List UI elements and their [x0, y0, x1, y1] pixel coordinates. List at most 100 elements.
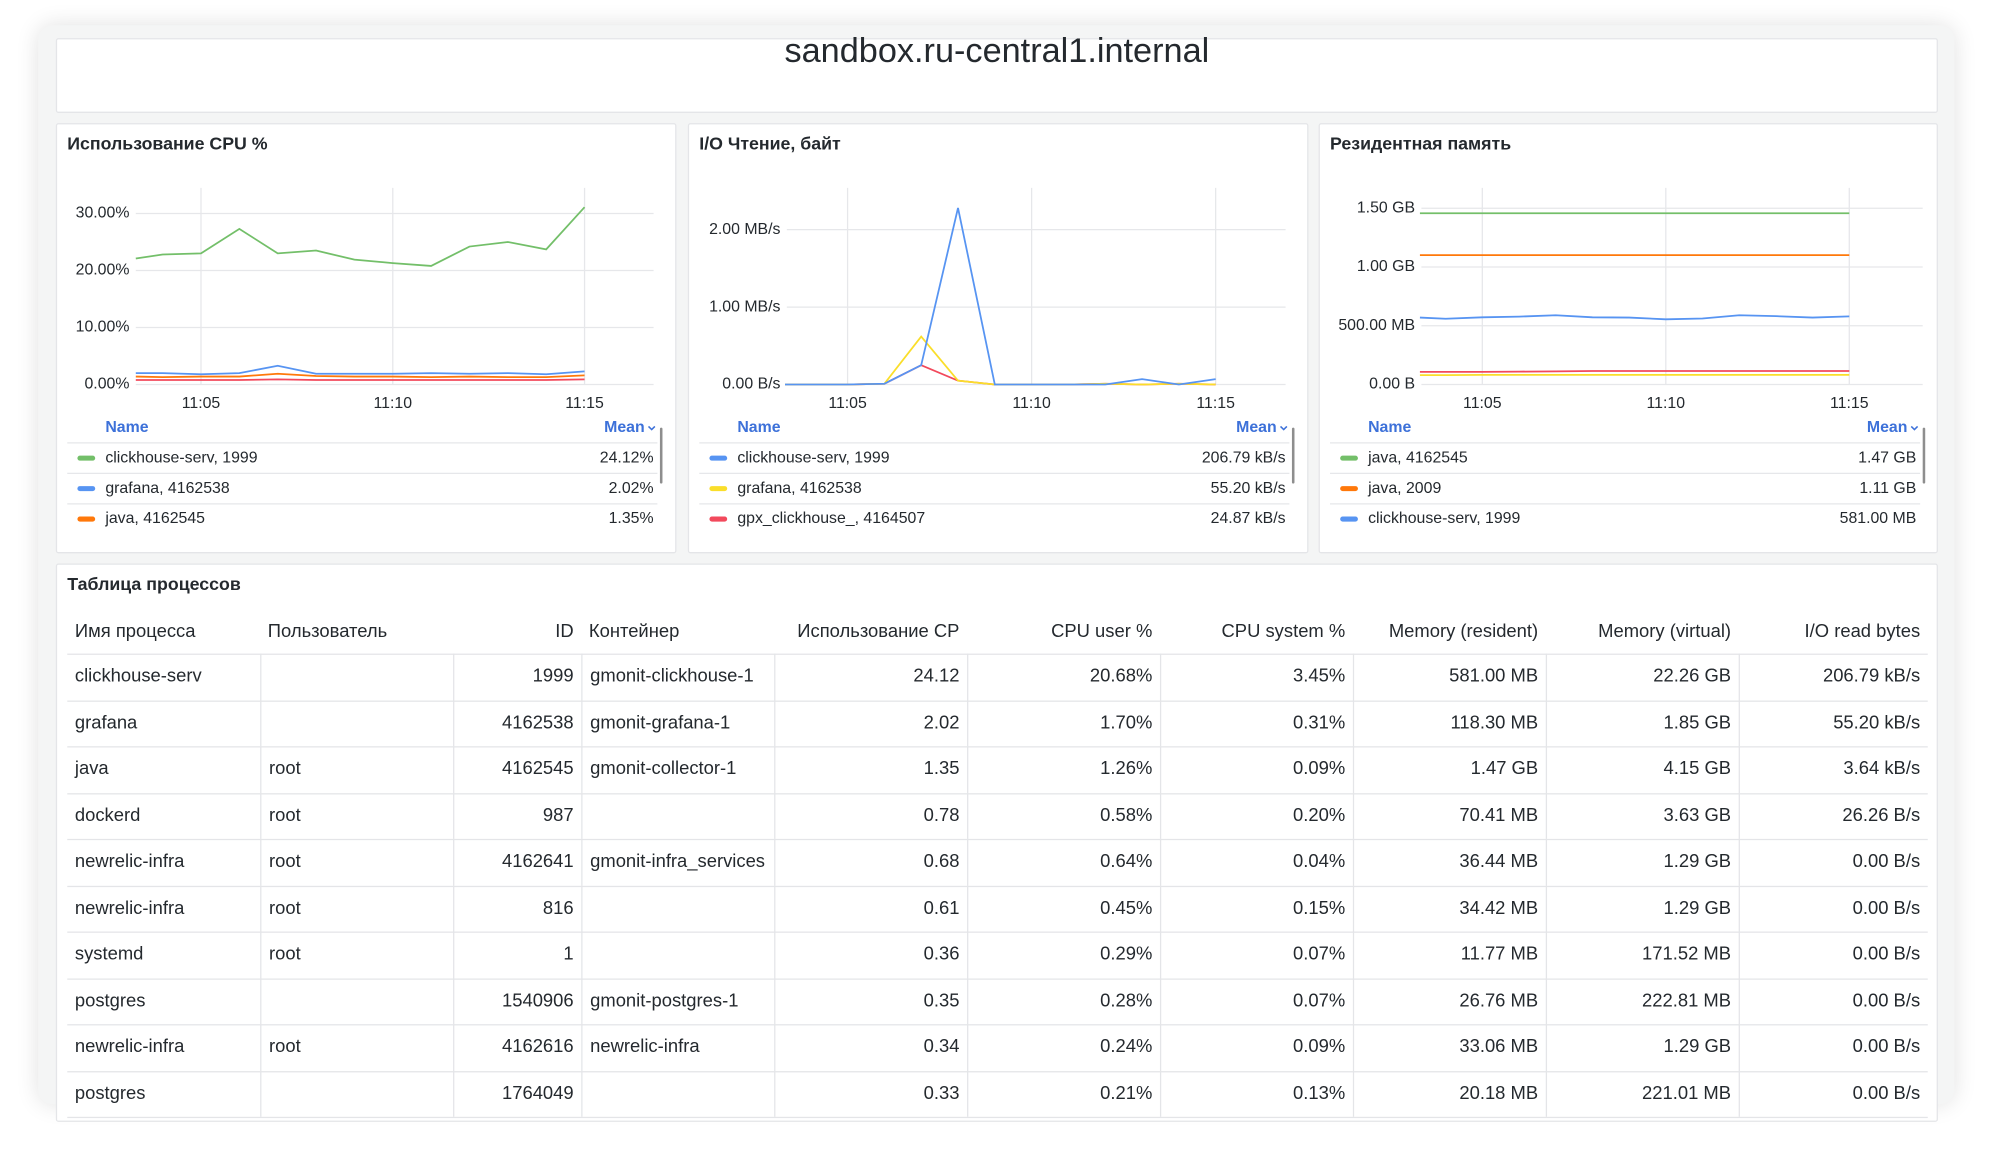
column-header: Имя процесса	[74, 621, 196, 643]
y-tick-label: 1.00 MB/s	[709, 298, 780, 315]
legend-swatch	[77, 516, 96, 522]
legend-mean: 1.11 GB	[1859, 480, 1916, 497]
table-cell: java	[74, 758, 109, 780]
table-cell: 0.00 B/s	[1738, 977, 1928, 1025]
column-header: CPU user %	[1051, 621, 1153, 643]
table-cell: newrelic-infra	[74, 897, 185, 919]
table-cell: 1.29 GB	[1545, 885, 1739, 932]
table-row: newrelic-infra root 4162641 gmonit-infra_se…	[67, 838, 1928, 887]
table-cell: 34.42 MB	[1352, 885, 1546, 932]
sort-icon	[1279, 425, 1288, 431]
column-header: Контейнер	[588, 621, 680, 643]
table-cell: 0.13%	[1159, 1070, 1353, 1117]
legend-mean: 55.20 kB/s	[1211, 480, 1286, 497]
table-cell: 4162641	[453, 838, 581, 886]
x-tick-label: 11:05	[182, 395, 221, 412]
table-cell: 0.45%	[967, 885, 1160, 932]
legend-swatch	[709, 455, 728, 461]
table-row: systemd root 1 0.36 0.29% 0.07% 11.77 MB 171.52…	[67, 931, 1928, 980]
y-tick-label: 0.00 B	[1369, 376, 1415, 393]
series-line	[135, 372, 585, 379]
scrollbar	[659, 427, 663, 484]
legend-header-value: Mean	[604, 419, 645, 436]
table-cell: grafana	[74, 712, 138, 733]
cpu-panel	[55, 123, 677, 554]
table-cell: 0.09%	[1159, 746, 1353, 793]
table-cell: 3.64 kB/s	[1738, 746, 1928, 793]
column-header: CPU system %	[1221, 621, 1346, 643]
table-cell: newrelic-infra	[74, 1036, 185, 1058]
table-cell: gmonit-infra_services	[581, 838, 774, 886]
table-cell: 206.79 kB/s	[1738, 653, 1928, 700]
table-cell: 1540906	[453, 977, 581, 1025]
table-cell: 20.18 MB	[1352, 1070, 1546, 1117]
table-cell	[581, 931, 774, 978]
table-cell: 0.78	[774, 792, 967, 839]
series-line	[135, 364, 585, 376]
scrollbar	[1291, 427, 1295, 484]
table-row: dockerd root 987 0.78 0.58% 0.20% 70.41 MB 3.63…	[67, 792, 1928, 841]
table-cell: 0.36	[774, 931, 967, 978]
table-cell	[260, 977, 453, 1025]
sort-icon	[1910, 425, 1919, 431]
table-cell: 0.68	[774, 838, 967, 886]
table-cell: 0.34	[774, 1024, 967, 1071]
series-line	[135, 206, 586, 267]
table-cell: newrelic-infra	[74, 851, 185, 872]
table-cell: 0.31%	[1159, 699, 1353, 747]
table-cell: 0.20%	[1159, 792, 1353, 839]
table-cell: 222.81 MB	[1545, 977, 1739, 1025]
legend-header-name: Name	[1368, 419, 1411, 436]
table-cell: 4.15 GB	[1545, 746, 1739, 793]
table-cell	[581, 792, 774, 839]
table-cell: gmonit-clickhouse-1	[581, 653, 774, 700]
table-cell: 0.00 B/s	[1738, 838, 1928, 886]
table-cell: root	[260, 1024, 453, 1071]
table-cell: 0.04%	[1159, 838, 1353, 886]
table-cell	[260, 1070, 453, 1117]
table-cell: clickhouse-serv	[74, 666, 202, 687]
table-row: newrelic-infra root 816 0.61 0.45% 0.15% 34.42…	[67, 885, 1928, 933]
legend-swatch	[1340, 516, 1358, 522]
x-tick-label: 11:10	[1647, 395, 1686, 412]
table-cell: 0.15%	[1159, 885, 1353, 932]
table-row: java root 4162545 gmonit-collector-1 1.35 1.2…	[67, 746, 1928, 794]
table-cell	[581, 1070, 774, 1117]
table-cell: 22.26 GB	[1545, 653, 1739, 700]
y-tick-label: 20.00%	[76, 262, 130, 279]
table-title: Таблица процессов	[67, 573, 241, 594]
series-line	[785, 335, 1216, 386]
table-cell: postgres	[74, 990, 146, 1011]
column-header: Использование CP	[797, 621, 960, 643]
table-cell: systemd	[74, 944, 144, 965]
table-cell: 0.09%	[1159, 1024, 1353, 1071]
table-cell: 0.28%	[967, 977, 1160, 1025]
legend-swatch	[709, 516, 728, 522]
legend-name: java, 4162545	[1367, 449, 1468, 466]
table-cell: 20.68%	[967, 653, 1160, 700]
io-panel	[687, 123, 1309, 554]
legend-header-name: Name	[737, 419, 780, 436]
legend-name: java, 4162545	[104, 510, 205, 527]
table-cell: 0.35	[774, 977, 967, 1025]
y-tick-label: 1.50 GB	[1357, 199, 1415, 216]
column-header: ID	[555, 621, 574, 643]
legend-swatch	[1340, 486, 1358, 492]
legend-header-value: Mean	[1236, 419, 1277, 436]
panel-title: Резидентная память	[1330, 133, 1511, 153]
table-cell: 11.77 MB	[1352, 931, 1546, 978]
legend-swatch	[1340, 455, 1358, 461]
table-cell: 0.07%	[1159, 977, 1353, 1025]
table-cell: 24.12	[774, 653, 967, 700]
x-tick-label: 11:05	[1463, 395, 1502, 412]
table-cell	[581, 885, 774, 932]
table-row: postgres 1540906 gmonit-postgres-1 0.35 0.28…	[67, 977, 1928, 1026]
column-header: Memory (virtual)	[1598, 621, 1732, 643]
table-row: clickhouse-serv 1999 gmonit-clickhouse-1 24…	[67, 653, 1928, 702]
table-cell	[260, 699, 453, 747]
column-header: Memory (resident)	[1388, 621, 1539, 643]
legend-name: gpx_clickhouse_, 4164507	[737, 510, 925, 527]
column-header: I/O read bytes	[1804, 621, 1921, 643]
legend-swatch	[709, 486, 728, 492]
